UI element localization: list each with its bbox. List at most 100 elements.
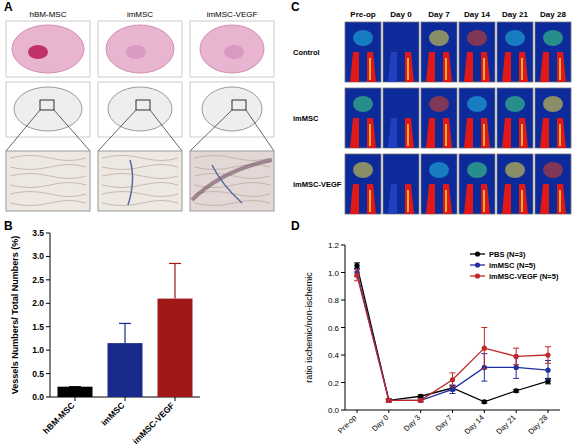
tissue <box>12 25 84 73</box>
marker <box>386 398 391 403</box>
he-image <box>190 21 274 77</box>
y-tick <box>46 303 50 304</box>
perfusion-patch <box>467 96 487 112</box>
leg-core <box>407 190 409 212</box>
error-cap <box>481 327 487 328</box>
column-title: Day 28 <box>540 10 566 19</box>
zoom-line <box>6 110 40 151</box>
error-cap <box>545 363 551 364</box>
leg <box>519 184 528 214</box>
leg-core <box>521 58 523 80</box>
ihc-image <box>6 82 90 137</box>
perfusion-patch <box>505 30 525 46</box>
tissue-spot <box>126 45 146 59</box>
perfusion-patch <box>353 162 373 178</box>
plot-area <box>58 263 193 397</box>
x-tick-label: Day 21 <box>494 413 517 436</box>
panel-label: A <box>4 0 13 14</box>
x-tick <box>125 397 126 401</box>
y-axis <box>50 233 51 397</box>
panel-label: B <box>4 219 13 233</box>
y-tick <box>46 256 50 257</box>
leg <box>426 52 435 82</box>
marker <box>354 263 359 268</box>
fiber <box>10 192 86 197</box>
marker <box>450 387 455 392</box>
leg-core <box>445 190 447 212</box>
perfusion-patch <box>543 96 563 112</box>
y-tick-label: 2.5 <box>32 275 44 285</box>
marker <box>450 377 455 382</box>
series-line <box>357 273 548 401</box>
leg <box>350 184 359 214</box>
error-cap <box>354 268 360 269</box>
marker <box>418 398 423 403</box>
leg <box>519 118 528 148</box>
tissue-spot <box>224 45 244 59</box>
leg <box>426 184 435 214</box>
y-tick-label: 2.0 <box>32 298 44 308</box>
ihc-image <box>190 82 274 137</box>
zoom-image <box>6 151 90 211</box>
marker <box>418 398 423 403</box>
perfusion-image <box>421 88 457 148</box>
zoom-image <box>190 151 274 211</box>
y-tick <box>46 373 50 374</box>
y-tick <box>46 397 50 398</box>
y-tick-label: 0.0 <box>328 406 340 415</box>
y-tick-label: 1.2 <box>328 241 340 250</box>
x-tick <box>75 397 76 401</box>
perfusion-image <box>383 88 419 148</box>
y-tick-label: 0.0 <box>32 392 44 402</box>
marker <box>545 352 550 357</box>
tissue <box>202 87 262 131</box>
leg <box>464 184 473 214</box>
x-tick <box>175 397 176 401</box>
marker <box>514 354 519 359</box>
leg-core <box>521 124 523 146</box>
series-line <box>357 266 548 402</box>
leg <box>464 52 473 82</box>
tissue <box>108 87 172 131</box>
x-tick-label: Day 28 <box>526 413 549 436</box>
zoom-box <box>136 100 150 110</box>
perfusion-image <box>421 154 457 214</box>
leg <box>540 184 549 214</box>
error-cap <box>513 364 519 365</box>
bar <box>108 343 143 397</box>
he-image <box>98 21 182 77</box>
fiber <box>10 165 86 170</box>
legend-marker <box>475 262 480 267</box>
leg <box>557 184 566 214</box>
error-cap <box>354 280 360 281</box>
leg <box>443 118 452 148</box>
y-tick <box>341 327 345 328</box>
fiber <box>102 192 178 197</box>
leg-core <box>559 190 561 212</box>
fiber <box>10 174 86 179</box>
legend-label: PBS (N=3) <box>489 250 526 259</box>
x-tick <box>357 410 358 413</box>
leg-core <box>521 190 523 212</box>
leg-core <box>445 124 447 146</box>
x-tick-label: hBM-MSC <box>41 400 76 435</box>
marker <box>545 379 550 384</box>
x-tick <box>388 410 389 413</box>
leg <box>502 184 511 214</box>
perfusion-patch <box>429 162 449 178</box>
tissue <box>200 25 264 73</box>
y-tick-label: 1.0 <box>32 345 44 355</box>
perfusion-patch <box>505 96 525 112</box>
vessel <box>128 160 133 205</box>
leg <box>388 118 397 148</box>
marker <box>482 399 487 404</box>
y-tick-label: 1.5 <box>32 322 44 332</box>
zoom-image <box>98 151 182 211</box>
column-title: Day 0 <box>390 10 412 19</box>
marker <box>514 388 519 393</box>
column-title: imMSC <box>127 10 153 19</box>
x-tick-label: Day 3 <box>402 413 422 433</box>
leg <box>367 52 376 82</box>
y-tick <box>46 350 50 351</box>
zoom-box <box>40 100 54 110</box>
